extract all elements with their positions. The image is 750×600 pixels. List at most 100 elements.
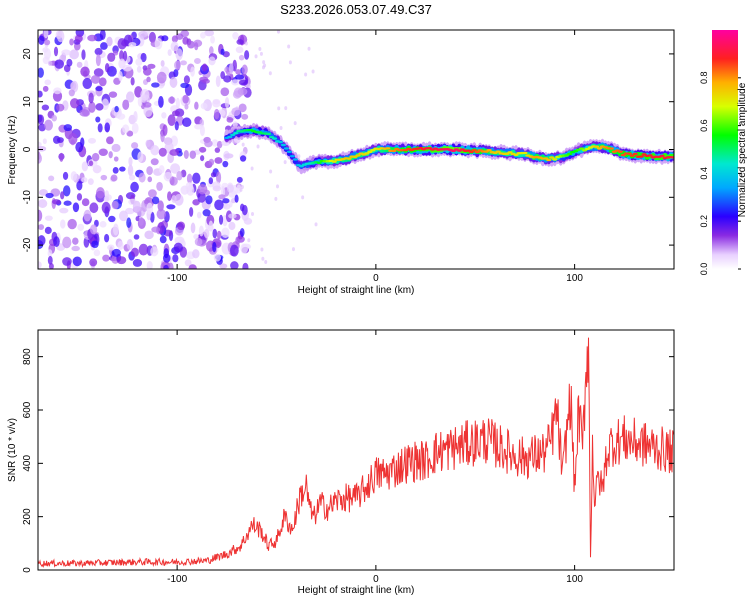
spectrogram-ytick-label: 20 — [22, 48, 33, 60]
spectrogram-noise-blob — [101, 98, 109, 111]
spectrogram-noise-blob — [119, 166, 126, 172]
spectrogram-noise-blob — [213, 253, 221, 262]
spectrogram-ridge-cell — [391, 149, 397, 153]
spectrogram-noise-blob — [226, 184, 234, 193]
spectrogram-ridge-cell — [513, 153, 519, 157]
spectrogram-noise-blob — [59, 207, 69, 214]
snr-ylabel: SNR (10 * v/v) — [7, 418, 18, 482]
spectrogram-noise-blob — [68, 132, 78, 145]
spectrogram-noise-blob — [162, 124, 168, 136]
spectrogram-noise-blob — [95, 54, 101, 67]
spectrogram-noise-blob — [226, 117, 234, 123]
spectrogram-noise-blob — [220, 71, 226, 80]
colorbar-tick-label: 0.4 — [699, 167, 709, 180]
spectrogram-noise-blob — [239, 155, 247, 162]
spectrogram-noise-blob — [279, 125, 283, 130]
spectrogram-noise-blob — [126, 238, 134, 251]
spectrogram-noise-blob — [166, 204, 176, 210]
spectrogram-noise-blob — [70, 98, 80, 109]
spectrogram-noise-blob — [146, 261, 153, 269]
spectrogram-noise-blob — [145, 139, 151, 148]
spectrogram-noise-blob — [197, 191, 206, 203]
spectrogram-noise-blob — [156, 208, 166, 220]
spectrogram-noise-blob — [274, 196, 278, 201]
spectrogram-noise-blob — [81, 161, 89, 172]
spectrogram-noise-blob — [54, 59, 64, 69]
spectrogram-noise-blob — [223, 203, 231, 210]
spectrogram-ridge-cell — [647, 154, 653, 157]
spectrogram-ytick-label: -20 — [22, 237, 33, 252]
spectrogram-noise-blob — [59, 152, 64, 162]
spectrogram-noise-blob — [176, 171, 183, 181]
spectrogram-noise-blob — [193, 233, 199, 240]
spectrogram-noise-blob — [136, 65, 142, 73]
spectrogram-ridge-cell — [385, 147, 391, 150]
spectrogram-noise-blob — [250, 166, 254, 171]
spectrogram-noise-blob — [138, 216, 144, 226]
spectrogram-noise-blob — [150, 145, 160, 156]
spectrogram-noise-blob — [146, 202, 154, 215]
spectrogram-noise-blob — [67, 218, 77, 230]
spectrogram-noise-blob — [192, 199, 200, 206]
snr-xtick-label: 100 — [566, 574, 583, 585]
spectrogram-noise-blob — [212, 241, 217, 253]
spectrogram-noise-blob — [196, 211, 202, 219]
spectrogram-noise-blob — [112, 167, 119, 174]
spectrogram-noise-blob — [56, 30, 65, 43]
spectrogram-noise-blob — [220, 48, 225, 56]
spectrogram-noise-blob — [194, 58, 201, 65]
spectrogram-noise-blob — [169, 149, 180, 156]
spectrogram-ridge-cell — [596, 147, 603, 150]
spectrogram-ridge-cell — [543, 157, 549, 160]
spectrogram-noise-blob — [234, 74, 245, 80]
spectrogram-noise-blob — [42, 85, 49, 92]
colorbar-label: Normalized spectral amplitude — [737, 82, 748, 217]
spectrogram-noise-blob — [204, 30, 215, 37]
spectrogram-noise-blob — [229, 62, 234, 75]
spectrogram-noise-blob — [87, 137, 97, 144]
spectrogram-ridge-cell — [233, 132, 239, 135]
spectrogram-noise-blob — [231, 79, 240, 86]
spectrogram-noise-blob — [63, 124, 73, 132]
spectrogram-noise-blob — [75, 141, 84, 153]
spectrogram-noise-blob — [103, 196, 109, 203]
spectrogram-ridge-cell — [567, 152, 573, 156]
spectrogram-noise-blob — [117, 38, 127, 50]
spectrogram-noise-blob — [220, 87, 230, 97]
spectrogram-ridge-cell — [620, 153, 626, 157]
spectrogram-noise-blob — [71, 245, 80, 252]
spectrogram-xtick-label: 100 — [566, 273, 583, 284]
spectrogram-noise-blob — [130, 181, 139, 193]
spectrogram-noise-blob — [240, 243, 249, 254]
spectrogram-noise-blob — [200, 102, 208, 110]
spectrogram-ridge-cell — [593, 145, 600, 148]
spectrogram-noise-blob — [113, 156, 119, 162]
spectrogram-noise-blob — [38, 35, 45, 46]
spectrogram-noise-blob — [41, 104, 50, 111]
spectrogram-noise-blob — [189, 150, 197, 159]
spectrogram-noise-blob — [224, 97, 230, 109]
spectrogram-noise-blob — [104, 122, 111, 133]
spectrogram-noise-blob — [189, 206, 194, 217]
spectrogram-noise-blob — [150, 158, 159, 166]
spectrogram-noise-blob — [94, 47, 103, 56]
spectrogram-noise-blob — [111, 143, 121, 153]
spectrogram-xtick-label: 0 — [373, 273, 379, 284]
spectrogram-noise-blob — [194, 237, 203, 246]
spectrogram-noise-blob — [143, 105, 153, 118]
spectrogram-noise-blob — [208, 46, 214, 55]
spectrogram-ridge-cell — [230, 133, 236, 137]
spectrogram-noise-blob — [44, 79, 52, 86]
spectrogram-noise-blob — [304, 72, 308, 77]
spectrogram-noise-blob — [63, 200, 72, 206]
spectrogram-noise-blob — [72, 202, 80, 213]
spectrogram-noise-blob — [53, 236, 60, 248]
spectrogram-noise-blob — [175, 48, 183, 61]
spectrogram-ytick-label: -10 — [22, 190, 33, 205]
spectrogram-noise-blob — [150, 211, 155, 223]
spectrogram-noise-blob — [133, 111, 138, 123]
spectrogram-noise-blob — [110, 174, 118, 182]
spectrogram-ridge-cell — [549, 156, 555, 159]
colorbar: 0.0 0.2 0.4 0.6 0.8 Normalized spectral ampl… — [699, 30, 748, 275]
spectrogram-noise-blob — [277, 30, 281, 34]
